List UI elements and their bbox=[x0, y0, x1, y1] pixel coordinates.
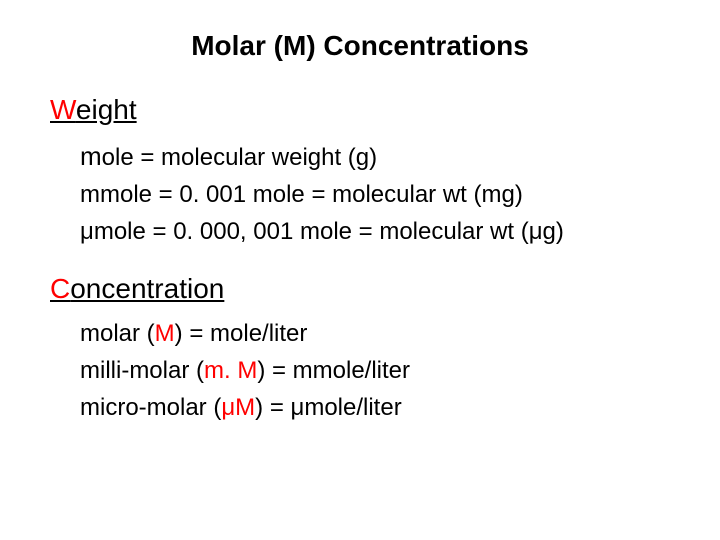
l3c: ) = μmole/liter bbox=[255, 394, 402, 421]
heading-rest: eight bbox=[76, 94, 137, 125]
conc-line-3: micro-molar (μM) = μmole/liter bbox=[80, 389, 670, 426]
concentration-block: molar (M) = mole/liter milli-molar (m. M… bbox=[80, 315, 670, 427]
slide: Molar (M) Concentrations Weight mole = m… bbox=[0, 0, 720, 540]
heading-accent-letter: W bbox=[50, 94, 76, 125]
l1b: M bbox=[155, 320, 175, 347]
line1-m: m bbox=[80, 141, 102, 171]
l3a: micro-molar ( bbox=[80, 394, 221, 421]
conc-line-2: milli-molar (m. M) = mmole/liter bbox=[80, 352, 670, 389]
l1a: molar ( bbox=[80, 320, 155, 347]
heading-accent-letter: C bbox=[50, 273, 70, 304]
weight-line-1: mole = molecular weight (g) bbox=[80, 136, 670, 176]
weight-line-3: μmole = 0. 000, 001 mole = molecular wt … bbox=[80, 213, 670, 250]
l2c: ) = mmole/liter bbox=[257, 357, 410, 384]
l3b: μM bbox=[221, 394, 255, 421]
weight-block: mole = molecular weight (g) mmole = 0. 0… bbox=[80, 136, 670, 251]
conc-line-1: molar (M) = mole/liter bbox=[80, 315, 670, 352]
section-heading-weight: Weight bbox=[50, 94, 670, 126]
heading-rest: oncentration bbox=[70, 273, 224, 304]
l1c: ) = mole/liter bbox=[175, 320, 308, 347]
line1-rest: ole = molecular weight (g) bbox=[102, 144, 377, 171]
weight-line-2: mmole = 0. 001 mole = molecular wt (mg) bbox=[80, 176, 670, 213]
l2a: milli-molar ( bbox=[80, 357, 204, 384]
slide-title: Molar (M) Concentrations bbox=[50, 30, 670, 62]
section-heading-concentration: Concentration bbox=[50, 273, 670, 305]
l2b: m. M bbox=[204, 357, 257, 384]
